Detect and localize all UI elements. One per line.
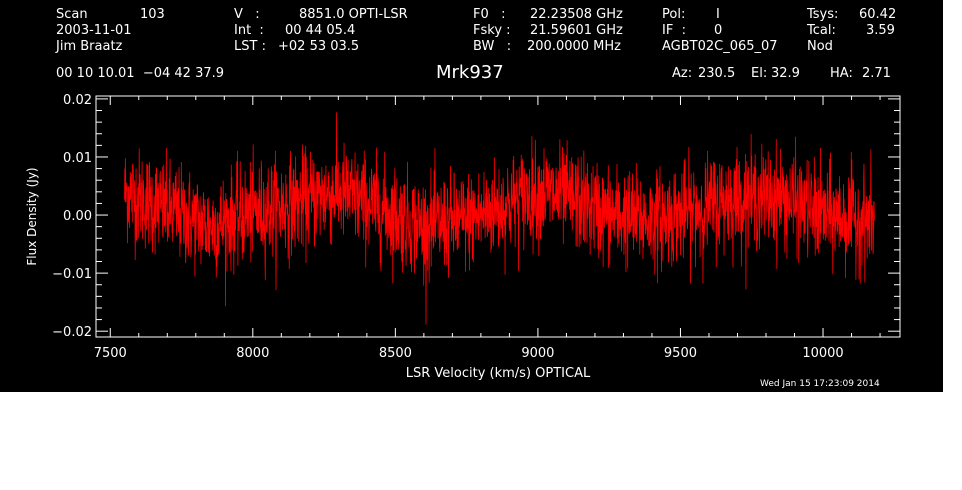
y-tick-label: 0.02 <box>63 93 92 108</box>
spectrum-chart: 7500 8000 8500 9000 9500 10000 −0.02 −0.01 0.00 0… <box>25 93 901 381</box>
x-tick-label: 8500 <box>379 346 412 361</box>
source-name: Mrk937 <box>436 62 504 83</box>
az-value: 230.5 <box>698 66 736 81</box>
y-tick-label: −0.02 <box>52 325 92 340</box>
velocity-label: V : <box>234 7 260 22</box>
pol-label: Pol: <box>662 7 686 22</box>
y-axis-label: Flux Density (Jy) <box>25 167 39 265</box>
lst-label: LST : <box>234 39 266 54</box>
az-label: Az: <box>672 66 693 81</box>
if-value: 0 <box>714 23 723 38</box>
fsky-label: Fsky : <box>473 23 511 38</box>
el-label: El: <box>751 66 768 81</box>
project-id: AGBT02C_065_07 <box>662 39 778 54</box>
int-label: Int : <box>234 23 264 38</box>
lst-value: +02 53 03.5 <box>278 39 360 54</box>
spectrum-line <box>124 112 875 325</box>
x-tick-label: 10000 <box>802 346 843 361</box>
y-tick-label: 0.01 <box>63 151 92 166</box>
x-tick-label: 9500 <box>664 346 697 361</box>
if-label: IF : <box>662 23 686 38</box>
f0-label: F0 : <box>473 7 506 22</box>
scan-value: 103 <box>140 7 165 22</box>
x-tick-label: 8000 <box>236 346 269 361</box>
tcal-label: Tcal: <box>807 23 836 38</box>
tsys-value: 60.42 <box>859 7 897 22</box>
plot-frame <box>95 95 901 338</box>
tsys-label: Tsys: <box>807 7 839 22</box>
timestamp: Wed Jan 15 17:23:09 2014 <box>760 379 880 389</box>
pol-value: I <box>716 7 720 22</box>
int-value: 00 44 05.4 <box>285 23 356 38</box>
observer-name: Jim Braatz <box>56 39 123 54</box>
fsky-value: 21.59601 GHz <box>530 23 623 38</box>
velocity-value: 8851.0 OPTI-LSR <box>299 7 408 22</box>
x-tick-label: 9000 <box>521 346 554 361</box>
coordinates: 00 10 10.01 −04 42 37.9 <box>56 66 225 81</box>
bw-label: BW : <box>473 39 512 54</box>
f0-value: 22.23508 GHz <box>530 7 623 22</box>
bw-value: 200.0000 MHz <box>527 39 621 54</box>
el-value: 32.9 <box>771 66 800 81</box>
y-tick-label: −0.01 <box>52 267 92 282</box>
ha-value: 2.71 <box>862 66 891 81</box>
obs-date: 2003-11-01 <box>56 23 132 38</box>
x-tick-label: 7500 <box>94 346 127 361</box>
x-axis-label: LSR Velocity (km/s) OPTICAL <box>406 366 591 381</box>
ha-label: HA: <box>830 66 853 81</box>
scan-label: Scan <box>56 7 88 22</box>
tcal-value: 3.59 <box>866 23 895 38</box>
y-tick-label: 0.00 <box>63 209 92 224</box>
obs-mode: Nod <box>807 39 833 54</box>
